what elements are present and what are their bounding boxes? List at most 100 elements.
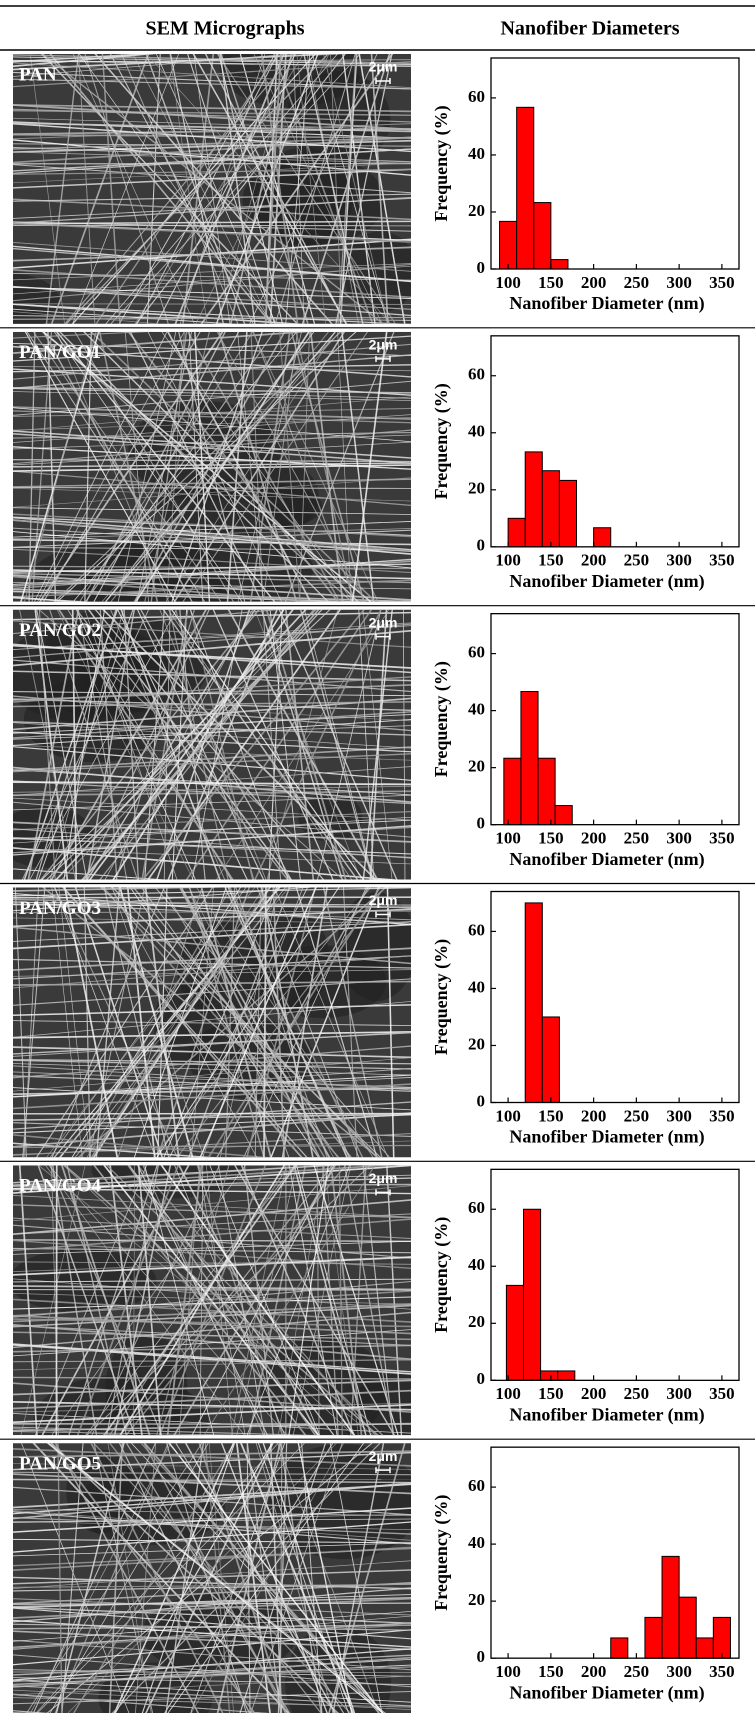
fiber: [13, 263, 411, 281]
fiber: [13, 1311, 411, 1349]
x-tick-label: 250: [624, 1384, 650, 1403]
sem-shadow: [337, 892, 411, 1002]
fiber: [13, 54, 297, 77]
fiber: [119, 1165, 334, 1436]
x-tick-label: 250: [624, 273, 650, 292]
fiber: [156, 1165, 230, 1436]
fiber: [188, 887, 290, 1158]
fiber: [13, 1546, 411, 1571]
fiber: [93, 1443, 154, 1713]
fiber: [94, 54, 333, 324]
y-tick-label: 0: [477, 1091, 486, 1110]
fiber: [45, 54, 80, 324]
fiber: [13, 1669, 411, 1677]
fiber: [156, 887, 340, 1158]
fiber: [337, 54, 357, 324]
x-tick-label: 250: [624, 1106, 650, 1125]
fiber: [239, 54, 316, 324]
fiber: [262, 609, 281, 880]
fiber: [216, 331, 366, 602]
fiber: [109, 54, 254, 324]
fiber: [13, 380, 411, 416]
fiber: [13, 1344, 411, 1353]
fiber: [13, 769, 411, 796]
fiber: [13, 1389, 411, 1410]
fiber: [13, 1602, 411, 1605]
fiber: [13, 1113, 411, 1121]
fiber: [179, 54, 266, 324]
fiber: [203, 1165, 376, 1436]
fiber: [13, 168, 411, 189]
fiber: [13, 847, 398, 880]
fiber: [279, 331, 301, 602]
fiber: [13, 446, 411, 470]
fiber: [146, 54, 392, 324]
bar: [507, 517, 526, 548]
y-tick-label: 40: [468, 422, 485, 441]
fiber: [13, 354, 411, 390]
bar: [541, 470, 560, 548]
fiber: [13, 1134, 272, 1158]
fiber: [219, 54, 256, 324]
fiber: [77, 609, 128, 880]
fiber: [13, 343, 411, 357]
y-tick-label: 20: [468, 757, 485, 776]
fiber: [13, 245, 411, 283]
x-tick-label: 250: [624, 1662, 650, 1681]
fiber: [13, 921, 411, 942]
fiber: [141, 609, 366, 880]
fiber: [13, 1217, 411, 1239]
x-tick-label: 150: [538, 1384, 564, 1403]
fiber: [13, 590, 374, 602]
fiber: [402, 609, 406, 880]
bar: [610, 1637, 629, 1659]
fiber: [90, 887, 270, 1158]
fiber: [13, 1114, 411, 1134]
y-tick-label: 40: [468, 1533, 485, 1552]
x-tick-label: 100: [495, 551, 521, 570]
fiber: [49, 54, 273, 324]
plot-frame: [490, 335, 740, 548]
x-axis-title: Nanofiber Diameter (nm): [509, 293, 704, 314]
fiber: [101, 331, 341, 602]
fiber: [173, 331, 346, 602]
fiber: [13, 1431, 266, 1436]
fiber: [188, 887, 265, 1158]
fiber: [13, 1140, 411, 1155]
fiber: [13, 1677, 411, 1685]
scale-bar: [375, 1467, 391, 1474]
fiber: [338, 1165, 343, 1436]
fiber: [13, 947, 411, 971]
fiber: [13, 1426, 323, 1436]
sem-image: [13, 331, 411, 602]
panel-label: PAN/GO3: [19, 898, 101, 919]
fiber: [155, 54, 277, 324]
fiber: [13, 285, 411, 310]
fiber: [13, 391, 411, 401]
fiber: [216, 887, 370, 1158]
fiber: [35, 609, 117, 880]
bar: [554, 805, 573, 826]
bar: [695, 1637, 714, 1659]
fiber: [13, 958, 411, 969]
fiber: [277, 1165, 325, 1436]
fiber: [13, 1427, 133, 1436]
fiber: [42, 331, 193, 602]
fiber: [288, 1165, 329, 1436]
fiber: [184, 1443, 336, 1713]
sem-texture: [13, 54, 411, 324]
fiber: [13, 825, 411, 856]
y-axis-title: Frequency (%): [431, 661, 452, 777]
fiber: [216, 609, 390, 880]
fiber: [13, 59, 411, 67]
fiber: [179, 887, 321, 1158]
fiber: [13, 513, 411, 538]
bar: [541, 1016, 560, 1104]
bar: [540, 1370, 559, 1381]
fiber: [290, 331, 365, 602]
fiber: [13, 1679, 411, 1703]
fiber: [212, 609, 334, 880]
fiber: [13, 1611, 411, 1642]
fiber: [18, 1165, 38, 1436]
fiber: [13, 781, 411, 786]
